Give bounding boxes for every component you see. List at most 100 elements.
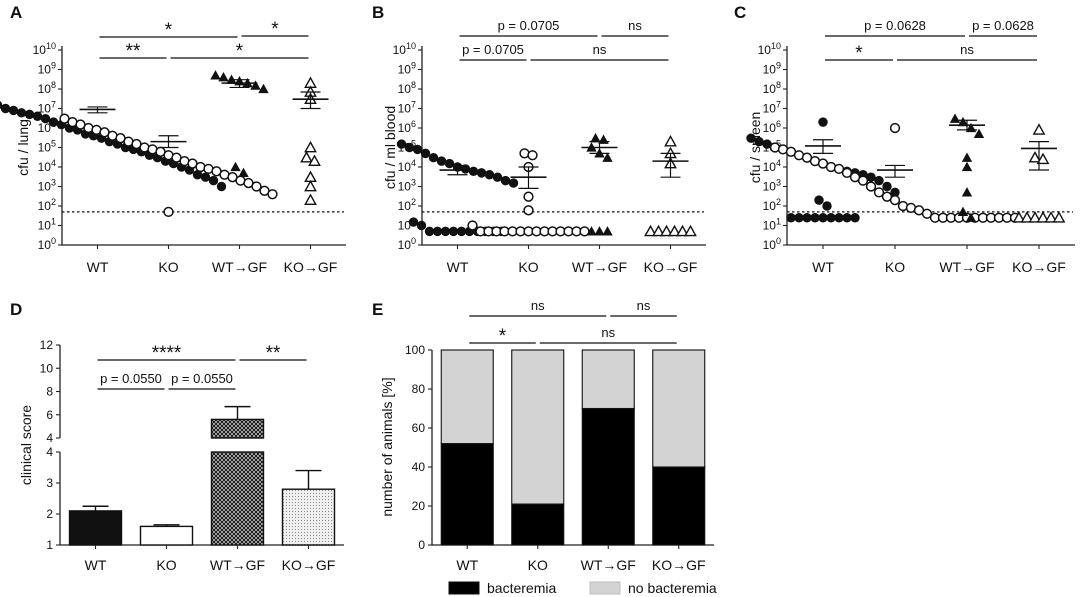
y-tick-label: 109 — [763, 61, 781, 77]
data-point — [786, 213, 796, 223]
data-point — [523, 191, 534, 202]
y-tick-label: 100 — [763, 236, 781, 252]
data-point — [0, 103, 11, 114]
data-point — [163, 206, 174, 218]
data-point — [802, 213, 812, 223]
x-tick-label: WT→GF — [939, 259, 994, 275]
y-tick-label: 108 — [398, 80, 416, 96]
data-point — [834, 213, 844, 223]
data-point — [949, 113, 961, 123]
data-point — [484, 170, 495, 180]
data-point — [865, 181, 877, 192]
data-point — [500, 175, 511, 186]
data-point — [684, 224, 697, 237]
y-tick-label: 0 — [418, 538, 425, 552]
data-point — [432, 226, 443, 237]
bar-segment — [652, 349, 706, 468]
data-point — [602, 226, 613, 236]
y-tick-label: 106 — [398, 119, 416, 135]
significance-label: p = 0.0705 — [462, 42, 524, 57]
data-point — [874, 175, 884, 186]
panel-letter: D — [10, 300, 22, 319]
y-tick-label: 40 — [412, 460, 426, 474]
legend: bacteremia no bacteremia — [448, 580, 717, 596]
data-point — [1032, 123, 1046, 135]
data-point — [492, 172, 503, 182]
data-point — [1036, 211, 1050, 223]
y-tick-label: 106 — [763, 119, 781, 135]
data-point — [308, 154, 321, 166]
data-point — [754, 136, 764, 147]
data-point — [866, 172, 876, 182]
data-point — [304, 193, 317, 205]
significance-label: p = 0.0628 — [864, 18, 926, 33]
y-tick-label: 8 — [46, 385, 53, 399]
significance-label: * — [165, 20, 173, 41]
y-tick-label: 102 — [763, 197, 781, 213]
legend-label: bacteremia — [487, 580, 556, 596]
significance-label: ns — [531, 298, 545, 313]
x-tick-label: WT — [87, 259, 109, 275]
data-point — [794, 213, 804, 223]
data-point — [238, 167, 249, 178]
data-point — [660, 224, 673, 237]
data-point — [814, 195, 824, 205]
data-point — [890, 187, 900, 198]
data-point — [602, 152, 613, 162]
data-point — [1044, 211, 1058, 223]
x-tick-label: WT — [456, 557, 478, 573]
x-tick-label: KO→GF — [1012, 259, 1066, 275]
data-point — [460, 164, 471, 174]
data-point — [250, 80, 261, 90]
significance-label: * — [236, 41, 244, 62]
data-point — [448, 226, 459, 237]
chart-panel-A: A1001011021031041051061071081091010cfu /… — [0, 3, 346, 275]
data-point — [818, 117, 828, 127]
x-tick-label: WT→GF — [581, 557, 636, 573]
bar-segment — [440, 349, 494, 445]
data-point — [842, 213, 852, 223]
bar — [281, 488, 336, 546]
data-point — [300, 151, 313, 163]
data-point — [652, 224, 665, 237]
data-point — [424, 226, 435, 237]
x-tick-label: WT→GF — [210, 557, 265, 573]
data-point — [850, 213, 860, 223]
y-tick-label: 100 — [398, 236, 416, 252]
bar-segment — [581, 407, 635, 546]
x-tick-label: KO→GF — [652, 557, 706, 573]
data-point — [508, 178, 519, 188]
data-point — [822, 201, 832, 211]
y-tick-label: 101 — [38, 217, 56, 233]
data-point — [676, 224, 689, 237]
data-point — [218, 72, 229, 82]
y-axis-label: clinical score — [18, 405, 34, 485]
data-point — [644, 224, 657, 237]
y-tick-label: 100 — [38, 236, 56, 252]
significance-label: ns — [628, 18, 642, 33]
bar-segment — [511, 349, 565, 505]
data-point — [396, 139, 407, 149]
y-tick-label: 104 — [38, 158, 56, 174]
y-tick-label: 107 — [398, 100, 416, 116]
data-point — [1020, 211, 1034, 223]
x-tick-label: WT — [812, 259, 834, 275]
significance-label: ** — [126, 41, 141, 62]
y-tick-label: 105 — [38, 139, 56, 155]
y-tick-label: 1010 — [758, 41, 781, 57]
y-tick-label: 80 — [412, 382, 426, 396]
y-tick-label: 4 — [46, 445, 53, 459]
x-tick-label: WT→GF — [572, 259, 627, 275]
data-point — [746, 133, 756, 143]
data-point — [664, 134, 677, 147]
bar — [139, 525, 194, 546]
data-point — [1052, 211, 1066, 223]
y-tick-label: 103 — [763, 178, 781, 194]
significance-label: ns — [593, 42, 607, 57]
data-point — [416, 220, 427, 231]
data-point — [476, 168, 487, 178]
significance-label: * — [271, 19, 279, 40]
data-point — [921, 208, 933, 219]
data-point — [527, 150, 538, 161]
